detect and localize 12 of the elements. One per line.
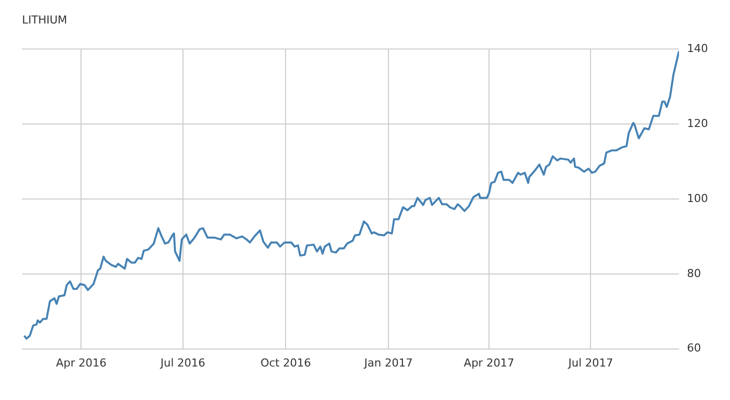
y-tick-label: 80 xyxy=(687,266,702,280)
x-tick-label: Oct 2016 xyxy=(260,356,311,370)
y-tick-label: 100 xyxy=(687,192,708,205)
x-tick-label: Apr 2017 xyxy=(464,356,514,370)
x-tick-label: Jul 2016 xyxy=(160,356,206,370)
x-tick-label: Jan 2017 xyxy=(363,356,413,370)
x-tick-label: Apr 2016 xyxy=(56,356,106,370)
x-tick-label: Jul 2017 xyxy=(567,356,614,370)
y-tick-label: 140 xyxy=(687,42,708,56)
y-tick-label: 120 xyxy=(687,116,708,130)
chart-title: LITHIUM xyxy=(22,13,68,26)
y-tick-label: 60 xyxy=(687,342,702,355)
